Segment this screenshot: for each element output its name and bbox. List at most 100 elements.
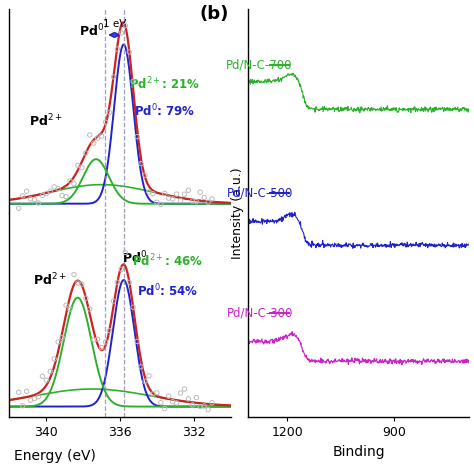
Point <box>149 390 157 398</box>
Point <box>121 22 129 29</box>
Point <box>106 327 113 334</box>
Point <box>46 368 54 375</box>
Point <box>50 183 58 191</box>
Point <box>90 139 98 147</box>
Point <box>126 48 133 56</box>
Point <box>15 204 22 212</box>
Point <box>62 193 70 201</box>
Text: Pd$^0$: Pd$^0$ <box>122 249 147 266</box>
Point <box>118 29 125 37</box>
Text: (b): (b) <box>200 5 229 23</box>
Point <box>94 336 101 343</box>
Point <box>204 406 212 413</box>
Point <box>181 191 188 198</box>
Point <box>137 363 145 371</box>
Point <box>50 355 58 363</box>
Point <box>169 398 176 406</box>
Point <box>66 306 74 313</box>
Point <box>58 334 66 341</box>
Point <box>74 279 82 287</box>
Point <box>38 192 46 200</box>
Point <box>181 385 188 393</box>
Text: Pd$^{2+}$: 46%: Pd$^{2+}$: 46% <box>132 253 203 269</box>
Point <box>35 393 42 401</box>
Point <box>157 201 164 208</box>
Point <box>38 373 46 380</box>
Y-axis label: Intensity (a.u.): Intensity (a.u.) <box>231 167 244 259</box>
Point <box>23 388 30 395</box>
Text: Pd/N-C-700: Pd/N-C-700 <box>226 59 293 72</box>
Point <box>27 396 34 404</box>
Point <box>82 149 90 157</box>
Text: Pd/N-C-500: Pd/N-C-500 <box>227 187 293 200</box>
Point <box>74 162 82 169</box>
Point <box>192 198 200 205</box>
Point <box>46 187 54 195</box>
Point <box>78 280 86 288</box>
Point <box>27 195 34 203</box>
Point <box>98 132 105 140</box>
Point <box>177 389 184 397</box>
Point <box>161 405 169 412</box>
Point <box>43 190 50 197</box>
Point <box>197 403 204 410</box>
Point <box>157 399 164 406</box>
Point <box>208 399 216 407</box>
Point <box>19 402 27 410</box>
Point <box>109 73 117 81</box>
Point <box>86 305 93 313</box>
Point <box>31 395 38 402</box>
Point <box>102 118 109 126</box>
Point <box>189 401 196 409</box>
Point <box>82 294 90 302</box>
Point <box>23 187 30 195</box>
Point <box>114 45 121 53</box>
Point <box>153 199 161 206</box>
Point <box>185 395 192 402</box>
Point <box>129 303 137 311</box>
Text: Energy (eV): Energy (eV) <box>14 449 95 463</box>
Point <box>161 190 169 197</box>
Point <box>185 187 192 194</box>
Point <box>201 194 208 201</box>
Point <box>35 199 42 207</box>
Text: Pd$^{2+}$: 21%: Pd$^{2+}$: 21% <box>128 75 200 92</box>
Point <box>192 394 200 401</box>
Text: Pd/N-C-300: Pd/N-C-300 <box>227 307 293 319</box>
Point <box>137 160 145 167</box>
Text: Pd$^0$: 54%: Pd$^0$: 54% <box>137 283 199 299</box>
Text: Pd$^0$: Pd$^0$ <box>79 23 104 40</box>
Point <box>141 172 149 179</box>
Point <box>177 197 184 204</box>
Point <box>121 248 129 256</box>
Point <box>133 337 141 345</box>
Point <box>90 336 98 344</box>
Point <box>15 389 22 396</box>
Point <box>126 279 133 286</box>
Text: Pd$^0$: 79%: Pd$^0$: 79% <box>134 102 195 119</box>
Point <box>55 185 62 192</box>
Point <box>43 376 50 384</box>
Point <box>204 199 212 206</box>
Point <box>145 372 153 380</box>
Point <box>31 196 38 203</box>
Point <box>165 194 173 202</box>
Point <box>70 180 78 188</box>
Point <box>109 297 117 305</box>
X-axis label: Binding: Binding <box>332 445 385 459</box>
Point <box>165 392 173 400</box>
Point <box>153 389 161 397</box>
Point <box>86 131 93 139</box>
Point <box>102 338 109 346</box>
Point <box>173 190 181 198</box>
Point <box>201 402 208 410</box>
Point <box>208 195 216 203</box>
Point <box>19 192 27 200</box>
Point <box>58 191 66 199</box>
Point <box>55 338 62 346</box>
Text: Pd$^{2+}$: Pd$^{2+}$ <box>29 113 63 129</box>
Point <box>118 265 125 273</box>
Point <box>189 197 196 205</box>
Point <box>141 377 149 385</box>
Point <box>149 190 157 198</box>
